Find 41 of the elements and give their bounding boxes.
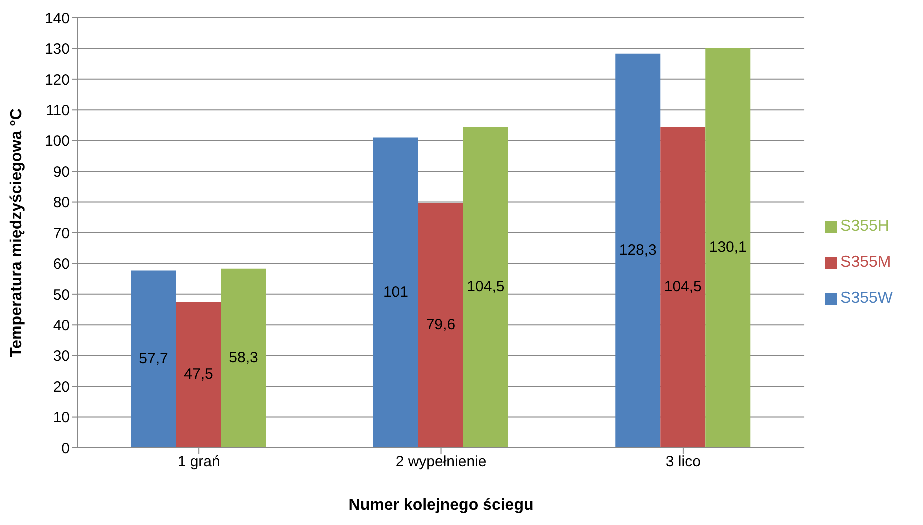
y-tick-label: 80 xyxy=(53,194,70,212)
bar xyxy=(463,127,508,448)
legend-label: S355M xyxy=(840,254,892,271)
bar xyxy=(221,268,266,448)
y-tick-label: 30 xyxy=(53,348,70,366)
y-tick-label: 110 xyxy=(46,102,70,120)
y-tick-label: 20 xyxy=(53,378,70,396)
y-tick-label: 90 xyxy=(53,164,70,181)
y-tick-label: 100 xyxy=(44,133,70,150)
y-tick-label: 120 xyxy=(44,72,70,89)
data-label: 128,3 xyxy=(619,242,657,259)
data-label: 57,7 xyxy=(139,350,168,368)
bar xyxy=(706,48,751,448)
bar xyxy=(418,204,464,448)
bar xyxy=(131,270,176,448)
data-label: 101 xyxy=(383,284,408,301)
y-tick-label: 130 xyxy=(44,41,70,58)
y-axis-title: Temperatura międzyściegowa °C xyxy=(8,108,26,358)
bar xyxy=(373,138,418,448)
bar xyxy=(660,127,706,448)
y-tick-label: 0 xyxy=(62,440,70,458)
y-tick-label: 140 xyxy=(44,10,70,28)
x-tick-label: 3 lico xyxy=(666,454,701,471)
x-tick-label: 1 grań xyxy=(178,454,220,471)
data-label: 130,1 xyxy=(709,239,747,256)
x-axis-title: Numer kolejnego ściegu xyxy=(348,497,534,514)
y-tick-label: 40 xyxy=(53,317,70,334)
x-tick-label: 2 wypełnienie xyxy=(396,454,487,471)
data-label: 47,5 xyxy=(184,366,214,384)
bar xyxy=(616,54,661,448)
legend-label: S355W xyxy=(840,290,893,307)
y-tick-label: 60 xyxy=(53,256,70,274)
data-label: 104,5 xyxy=(664,278,702,296)
y-tick-label: 10 xyxy=(53,410,70,427)
legend-label: S355H xyxy=(840,218,890,235)
data-label: 79,6 xyxy=(426,316,456,334)
y-tick-label: 70 xyxy=(53,225,70,242)
bar xyxy=(176,302,222,448)
y-tick-label: 50 xyxy=(53,286,70,304)
data-label: 104,5 xyxy=(467,278,505,296)
data-label: 58,3 xyxy=(229,349,258,366)
